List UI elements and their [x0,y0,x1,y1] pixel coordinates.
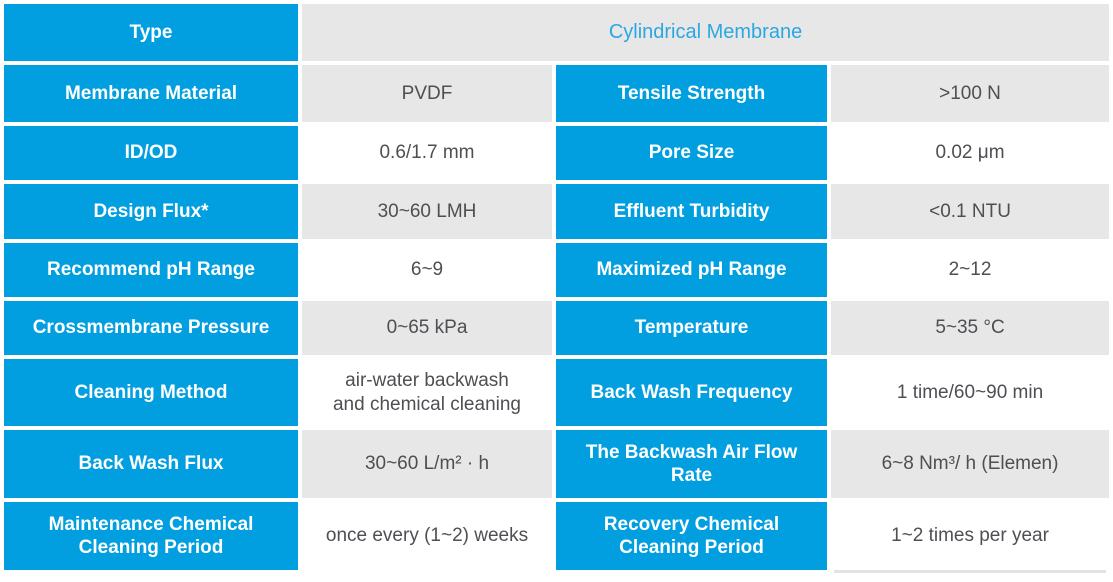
value-maximized-ph-range: 2~12 [831,243,1110,297]
label-crossmembrane-pressure: Crossmembrane Pressure [4,301,298,355]
value-id-od: 0.6/1.7 mm [302,126,552,180]
label-tensile-strength: Tensile Strength [556,65,827,122]
value-temperature: 5~35 °C [831,301,1110,355]
value-recovery-chemical-cleaning-period: 1~2 times per year [831,502,1110,570]
label-back-wash-flux: Back Wash Flux [4,430,298,498]
label-type: Type [4,4,298,61]
table-row-chemical-cleaning-period: Maintenance Chemical Cleaning Period onc… [4,502,1110,570]
value-pore-size: 0.02 μm [831,126,1110,180]
value-tensile-strength: >100 N [831,65,1110,122]
label-temperature: Temperature [556,301,827,355]
label-recovery-chemical-cleaning-period: Recovery Chemical Cleaning Period [556,502,827,570]
table-row-cleaning: Cleaning Method air-water backwash and c… [4,359,1110,426]
value-back-wash-frequency: 1 time/60~90 min [831,359,1110,426]
table-row-backwash-flux: Back Wash Flux 30~60 L/m² · h The Backwa… [4,430,1110,498]
label-membrane-material: Membrane Material [4,65,298,122]
label-backwash-air-flow-rate: The Backwash Air Flow Rate [556,430,827,498]
table-row-ph-range: Recommend pH Range 6~9 Maximized pH Rang… [4,243,1110,297]
table-row-pressure-temperature: Crossmembrane Pressure 0~65 kPa Temperat… [4,301,1110,355]
value-backwash-air-flow-rate: 6~8 Nm³/ h (Elemen) [831,430,1110,498]
table-row-type: Type Cylindrical Membrane [4,4,1110,61]
label-maximized-ph-range: Maximized pH Range [556,243,827,297]
label-back-wash-frequency: Back Wash Frequency [556,359,827,426]
label-cleaning-method: Cleaning Method [4,359,298,426]
label-effluent-turbidity: Effluent Turbidity [556,184,827,239]
value-recommend-ph-range: 6~9 [302,243,552,297]
value-back-wash-flux: 30~60 L/m² · h [302,430,552,498]
table-row-design-flux: Design Flux* 30~60 LMH Effluent Turbidit… [4,184,1110,239]
value-crossmembrane-pressure: 0~65 kPa [302,301,552,355]
value-cleaning-method: air-water backwash and chemical cleaning [302,359,552,426]
label-design-flux: Design Flux* [4,184,298,239]
value-type: Cylindrical Membrane [302,4,1110,61]
value-effluent-turbidity: <0.1 NTU [831,184,1110,239]
table-row-membrane-material: Membrane Material PVDF Tensile Strength … [4,65,1110,122]
label-id-od: ID/OD [4,126,298,180]
value-membrane-material: PVDF [302,65,552,122]
partial-next-row-divider [834,570,1106,573]
value-maintenance-chemical-cleaning-period: once every (1~2) weeks [302,502,552,570]
label-pore-size: Pore Size [556,126,827,180]
label-maintenance-chemical-cleaning-period: Maintenance Chemical Cleaning Period [4,502,298,570]
table-row-id-od: ID/OD 0.6/1.7 mm Pore Size 0.02 μm [4,126,1110,180]
value-design-flux: 30~60 LMH [302,184,552,239]
label-recommend-ph-range: Recommend pH Range [4,243,298,297]
